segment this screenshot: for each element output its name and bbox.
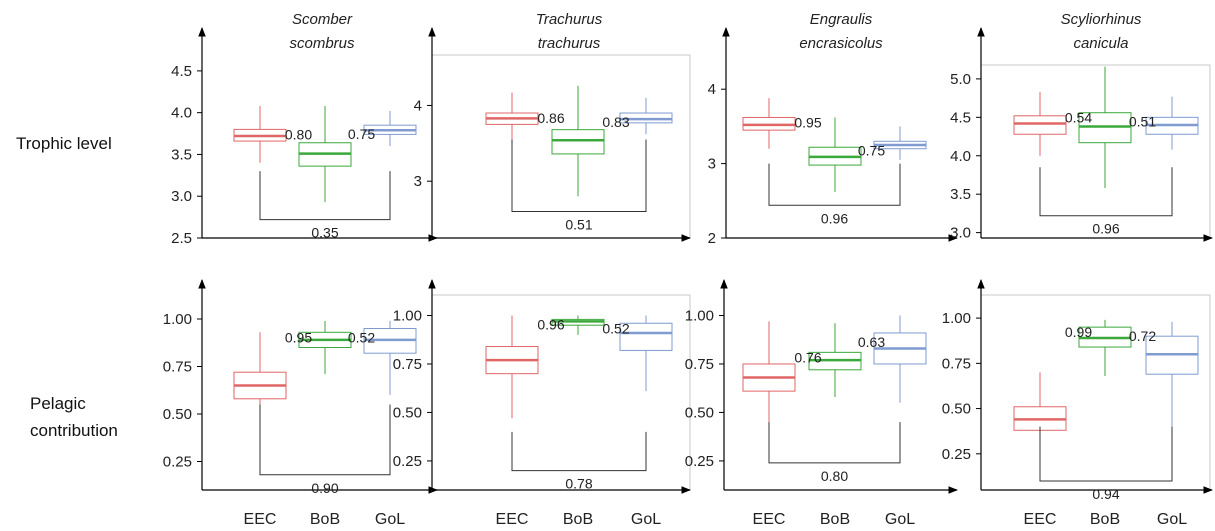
bracket-label: 0.80 <box>821 468 848 484</box>
y-tick-label: 0.50 <box>685 404 714 421</box>
y-tick-label: 4 <box>414 97 422 114</box>
pair-label: 0.54 <box>1065 110 1092 126</box>
y-tick-label: 3 <box>708 156 716 173</box>
panel-frame <box>431 54 691 239</box>
bracket-label: 0.35 <box>311 225 338 241</box>
y-tick-label: 0.25 <box>163 454 192 471</box>
bracket-label: 0.96 <box>1092 221 1119 237</box>
bracket-label: 0.78 <box>565 476 592 492</box>
x-tick-label: EEC <box>244 511 277 528</box>
row-label-pelagic: Pelagic <box>30 394 86 413</box>
pair-label: 0.52 <box>348 330 375 346</box>
y-tick-label: 2 <box>708 230 716 247</box>
bracket <box>1039 426 1173 482</box>
y-tick-label: 3.0 <box>950 225 971 242</box>
pair-label: 0.99 <box>1065 324 1092 340</box>
y-tick-label: 3 <box>414 173 422 190</box>
pair-label: 0.95 <box>285 329 312 345</box>
x-tick-label: GoL <box>631 511 661 528</box>
y-tick-label: 0.25 <box>393 453 422 470</box>
y-tick-label: 1.00 <box>393 308 422 325</box>
x-tick-label: BoB <box>1090 511 1120 528</box>
bracket <box>511 139 647 212</box>
bracket <box>768 422 901 464</box>
pair-label: 0.80 <box>285 126 312 142</box>
y-tick-label: 4 <box>708 81 716 98</box>
y-tick-label: 3.0 <box>171 188 192 205</box>
y-tick-label: 0.25 <box>942 446 971 463</box>
y-tick-label: 0.50 <box>163 406 192 423</box>
panel-title: encrasicolus <box>799 35 883 52</box>
y-tick-label: 3.5 <box>950 186 971 203</box>
pair-label: 0.75 <box>348 126 375 142</box>
row-label-trophic: Trophic level <box>16 134 112 153</box>
pair-label: 0.96 <box>537 316 564 332</box>
box-eec <box>1013 115 1067 135</box>
bracket <box>768 163 901 206</box>
panel-title: canicula <box>1073 35 1128 52</box>
y-tick-label: 0.50 <box>393 404 422 421</box>
x-tick-label: BoB <box>310 511 340 528</box>
y-tick-label: 1.00 <box>163 311 192 328</box>
y-tick-label: 1.00 <box>685 308 714 325</box>
pair-label: 0.72 <box>1129 328 1156 344</box>
box-gol <box>619 322 673 351</box>
row-label-contribution: contribution <box>30 421 118 440</box>
pair-label: 0.52 <box>602 320 629 336</box>
bracket <box>511 431 647 472</box>
pair-label: 0.75 <box>858 142 885 158</box>
panel-frame <box>980 64 1211 239</box>
bracket-label: 0.51 <box>565 216 592 232</box>
panel-title: Engraulis <box>810 11 873 28</box>
y-tick-label: 0.75 <box>393 356 422 373</box>
x-tick-label: GoL <box>885 511 915 528</box>
panel-frame <box>980 294 1211 491</box>
y-tick-label: 0.25 <box>685 453 714 470</box>
x-tick-label: EEC <box>753 511 786 528</box>
x-tick-label: BoB <box>820 511 850 528</box>
panel-title: Trachurus <box>536 11 603 28</box>
y-tick-label: 4.5 <box>950 109 971 126</box>
panel-title: Scomber <box>292 11 353 28</box>
bracket-label: 0.94 <box>1092 486 1119 502</box>
x-tick-label: GoL <box>1157 511 1187 528</box>
pair-label: 0.95 <box>794 114 821 130</box>
pair-label: 0.83 <box>602 114 629 130</box>
panel-title: Scyliorhinus <box>1061 11 1142 28</box>
bracket-label: 0.96 <box>821 210 848 226</box>
y-tick-label: 4.0 <box>171 105 192 122</box>
y-tick-label: 4.0 <box>950 148 971 165</box>
x-tick-label: EEC <box>496 511 529 528</box>
y-tick-label: 0.75 <box>942 355 971 372</box>
pair-label: 0.76 <box>794 349 821 365</box>
y-tick-label: 0.75 <box>163 359 192 376</box>
x-tick-label: EEC <box>1024 511 1057 528</box>
y-tick-label: 4.5 <box>171 63 192 80</box>
pair-label: 0.63 <box>858 334 885 350</box>
y-tick-label: 3.5 <box>171 146 192 163</box>
bracket <box>1039 167 1173 217</box>
pair-label: 0.86 <box>537 110 564 126</box>
y-tick-label: 0.75 <box>685 356 714 373</box>
bracket <box>259 171 391 221</box>
y-tick-label: 5.0 <box>950 71 971 88</box>
x-tick-label: BoB <box>563 511 593 528</box>
panel-title: scombrus <box>289 35 355 52</box>
pair-label: 0.51 <box>1129 114 1156 130</box>
y-tick-label: 0.50 <box>942 401 971 418</box>
box-bob <box>551 129 605 155</box>
panel-title: trachurus <box>538 35 601 52</box>
bracket <box>259 404 391 476</box>
x-tick-label: GoL <box>375 511 405 528</box>
y-tick-label: 1.00 <box>942 310 971 327</box>
y-tick-label: 2.5 <box>171 230 192 247</box>
bracket-label: 0.90 <box>311 480 338 496</box>
